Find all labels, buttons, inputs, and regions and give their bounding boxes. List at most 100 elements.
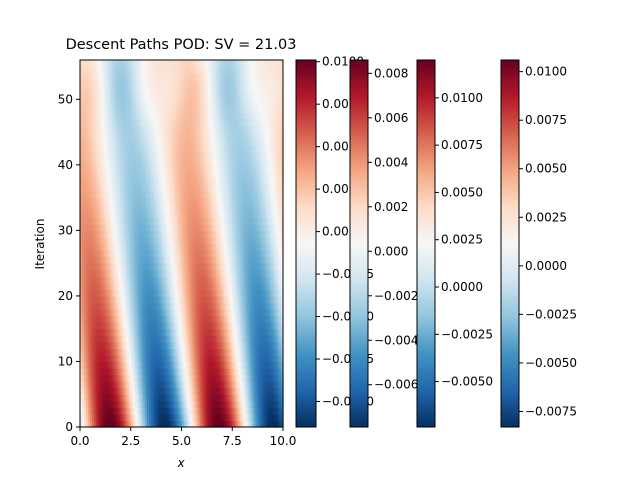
heatmap-cell xyxy=(242,256,246,264)
heatmap-cell xyxy=(216,158,219,166)
heatmap-cell xyxy=(197,151,201,159)
heatmap-cell xyxy=(169,407,172,415)
heatmap-cell xyxy=(266,387,270,395)
heatmap-cell xyxy=(163,171,166,179)
heatmap-cell xyxy=(177,223,181,231)
heatmap-cell xyxy=(240,210,243,218)
heatmap-cell xyxy=(144,263,148,271)
heatmap-cell xyxy=(171,99,174,107)
heatmap-cell xyxy=(197,413,201,422)
heatmap-cell xyxy=(274,374,278,382)
heatmap-cell xyxy=(191,269,195,277)
heatmap-cell xyxy=(153,276,156,284)
heatmap-cell xyxy=(207,263,211,271)
heatmap-cell xyxy=(96,407,99,415)
heatmap-cell xyxy=(205,348,209,356)
heatmap-cell xyxy=(201,354,205,363)
heatmap-cell xyxy=(236,328,239,336)
heatmap-cell xyxy=(209,105,213,114)
heatmap-cell xyxy=(199,171,203,179)
heatmap-cell xyxy=(169,112,172,120)
heatmap-cell xyxy=(232,236,235,245)
heatmap-cell xyxy=(96,322,99,330)
heatmap-cell xyxy=(191,309,195,317)
heatmap-cell xyxy=(84,177,87,186)
heatmap-cell xyxy=(167,204,170,212)
heatmap-cell xyxy=(226,151,229,159)
heatmap-cell xyxy=(136,243,140,251)
heatmap-cell xyxy=(266,282,270,290)
heatmap-cell xyxy=(112,105,116,114)
heatmap-cell xyxy=(222,276,225,284)
heatmap-cell xyxy=(185,204,189,212)
heatmap-cell xyxy=(114,282,118,290)
heatmap-cell xyxy=(240,125,243,133)
heatmap-cell xyxy=(205,368,209,376)
heatmap-cell xyxy=(274,223,278,231)
heatmap-cell xyxy=(114,191,118,199)
heatmap-cell xyxy=(248,420,252,428)
heatmap-cell xyxy=(144,151,148,159)
heatmap-cell xyxy=(120,354,124,363)
heatmap-cell xyxy=(146,400,150,408)
heatmap-cell xyxy=(250,243,254,251)
heatmap-cell xyxy=(270,177,274,186)
heatmap-cell xyxy=(193,250,197,258)
heatmap-cell xyxy=(203,158,207,166)
heatmap-cell xyxy=(181,407,185,415)
heatmap-cell xyxy=(228,230,231,238)
heatmap-cell xyxy=(118,348,122,356)
heatmap-cell xyxy=(191,263,195,271)
heatmap-cell xyxy=(201,276,205,284)
heatmap-cell xyxy=(240,204,243,212)
heatmap-cell xyxy=(278,151,282,159)
heatmap-cell xyxy=(224,315,227,323)
heatmap-cell xyxy=(258,158,262,166)
heatmap-cell xyxy=(86,230,89,238)
heatmap-cell xyxy=(144,164,148,173)
heatmap-cell xyxy=(189,132,193,140)
heatmap-cell xyxy=(226,263,229,271)
heatmap-cell xyxy=(236,381,239,389)
heatmap-cell xyxy=(280,322,284,330)
heatmap-cell xyxy=(128,289,132,297)
heatmap-cell xyxy=(100,158,103,166)
heatmap-cell xyxy=(136,354,140,363)
heatmap-cell xyxy=(84,381,87,389)
heatmap-cell xyxy=(230,223,233,231)
heatmap-cell xyxy=(136,125,140,133)
heatmap-cell xyxy=(134,354,138,363)
heatmap-cell xyxy=(222,374,225,382)
heatmap-cell xyxy=(240,420,243,428)
heatmap-cell xyxy=(151,191,154,199)
heatmap-cell xyxy=(157,105,160,114)
heatmap-cell xyxy=(218,361,221,369)
heatmap-cell xyxy=(163,177,166,186)
heatmap-cell xyxy=(173,295,177,304)
heatmap-cell xyxy=(132,256,136,264)
heatmap-cell xyxy=(244,387,248,395)
heatmap-cell xyxy=(98,413,101,422)
heatmap-cell xyxy=(262,374,266,382)
heatmap-cell xyxy=(252,145,256,153)
heatmap-cell xyxy=(232,374,235,382)
heatmap-cell xyxy=(218,230,221,238)
heatmap-cell xyxy=(146,413,150,422)
heatmap-cell xyxy=(244,328,248,336)
heatmap-cell xyxy=(224,295,227,304)
heatmap-cell xyxy=(266,243,270,251)
heatmap-cell xyxy=(96,217,99,225)
heatmap-cell xyxy=(110,309,114,317)
heatmap-cell xyxy=(230,158,233,166)
heatmap-cell xyxy=(114,230,118,238)
heatmap-cell xyxy=(110,191,114,199)
heatmap-cell xyxy=(175,348,179,356)
heatmap-cell xyxy=(236,269,239,277)
heatmap-cell xyxy=(236,105,239,114)
heatmap-cell xyxy=(203,105,207,114)
heatmap-cell xyxy=(100,289,103,297)
heatmap-cell xyxy=(238,374,241,382)
heatmap-cell xyxy=(90,407,93,415)
heatmap-cell xyxy=(262,191,266,199)
heatmap-cell xyxy=(118,368,122,376)
